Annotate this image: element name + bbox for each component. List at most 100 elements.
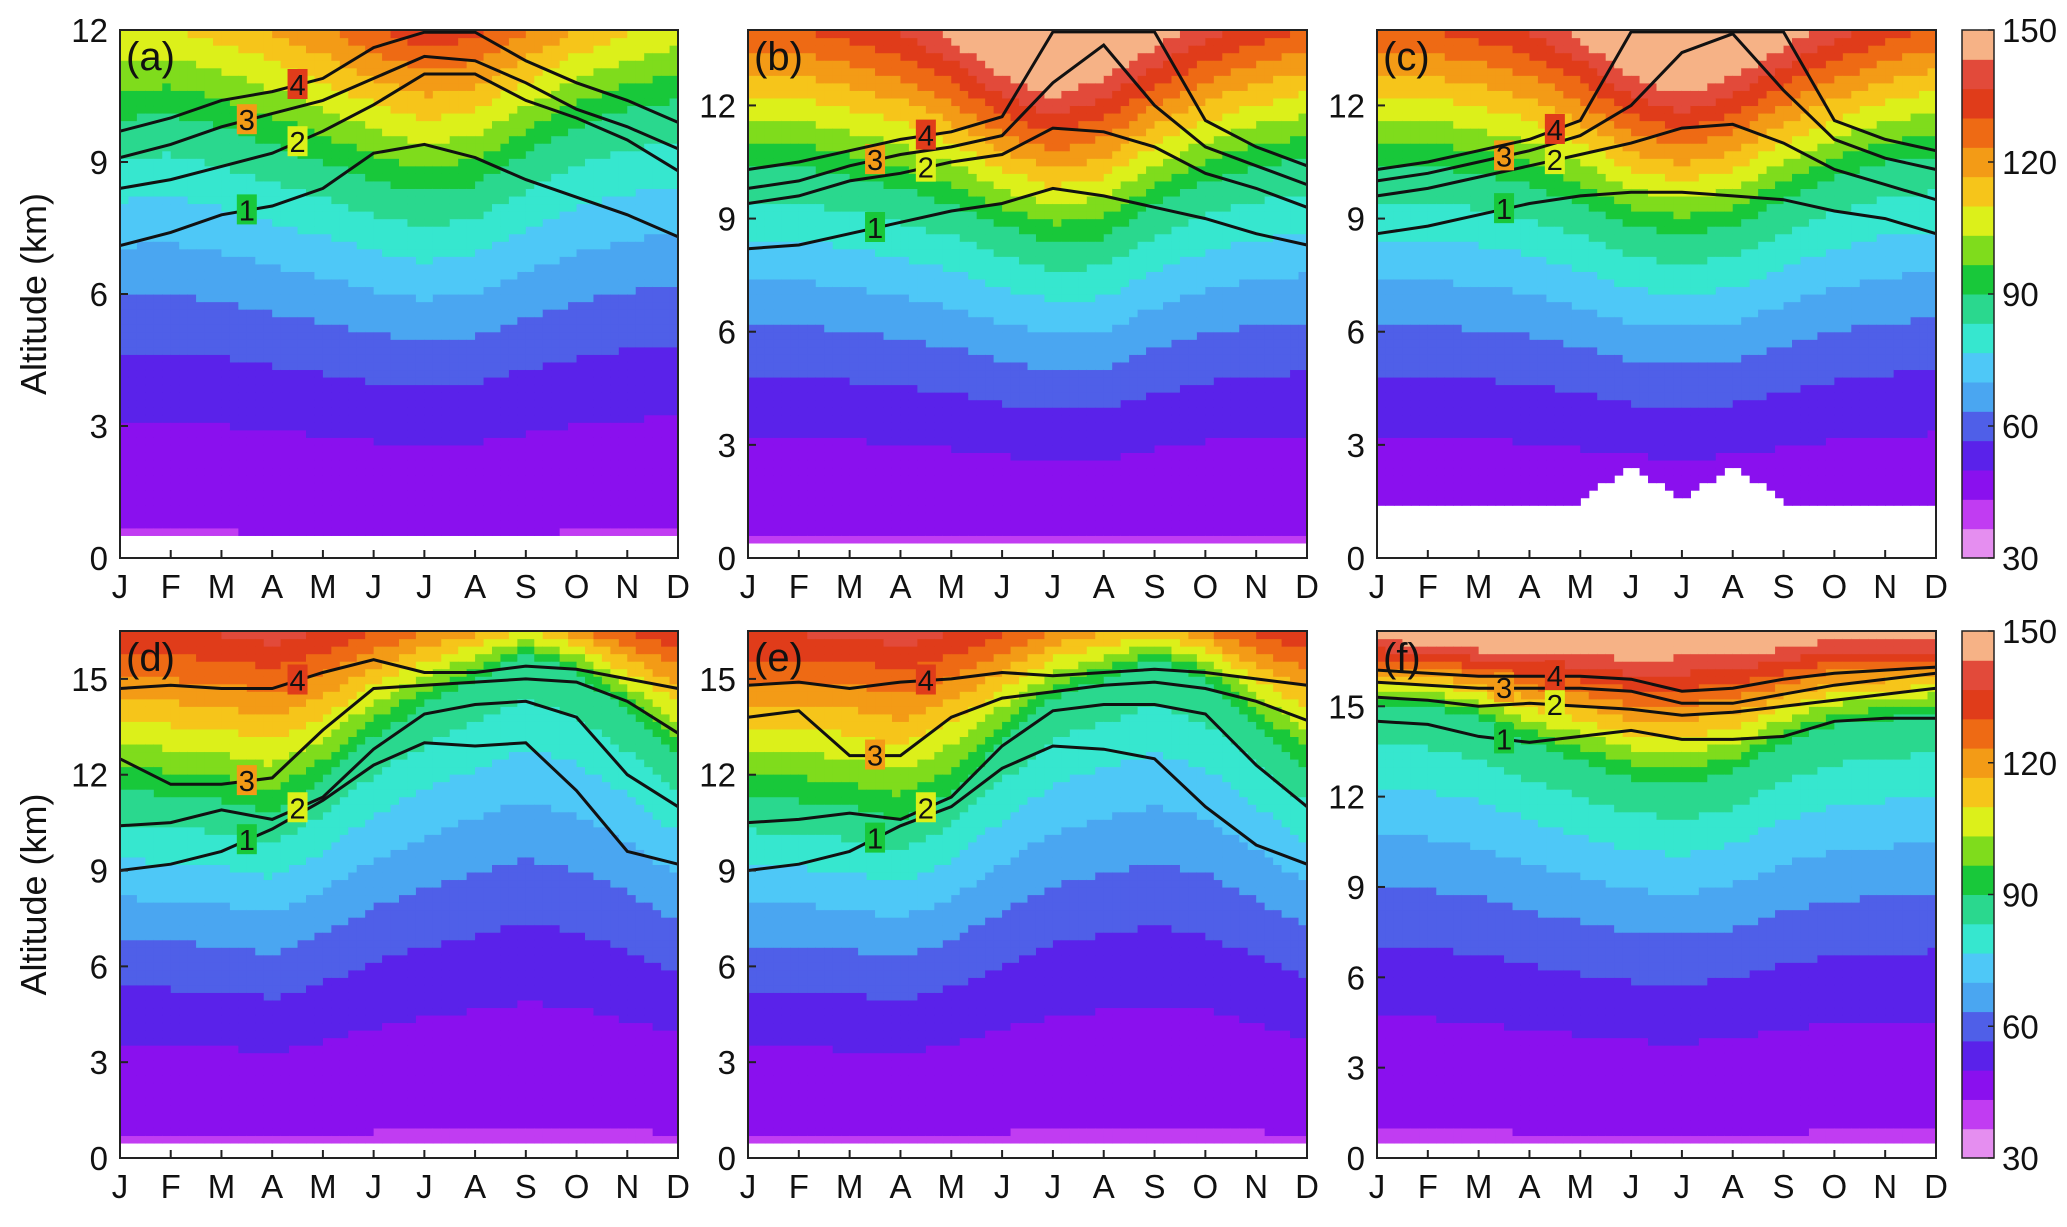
heat-cell — [281, 256, 290, 264]
heat-cell — [264, 173, 273, 181]
heat-cell — [331, 309, 340, 317]
heat-cell — [391, 309, 400, 317]
heat-cell — [196, 385, 205, 393]
heat-cell — [568, 128, 577, 136]
heat-cell — [492, 256, 501, 264]
heat-cell — [450, 377, 459, 385]
heat-cell — [526, 188, 535, 196]
heat-cell — [551, 520, 560, 528]
heat-cell — [416, 256, 425, 264]
heat-cell — [661, 166, 670, 174]
heat-cell — [306, 294, 315, 302]
heat-cell — [314, 490, 323, 498]
heat-cell — [526, 105, 535, 113]
heat-cell — [391, 105, 400, 113]
heat-cell — [765, 256, 774, 264]
heat-cell — [636, 369, 645, 377]
heat-cell — [568, 407, 577, 415]
heat-cell — [348, 136, 357, 144]
heat-cell — [407, 302, 416, 310]
heat-cell — [475, 520, 484, 528]
heat-cell — [644, 415, 653, 423]
heat-cell — [782, 475, 791, 483]
heat-cell — [517, 385, 526, 393]
heat-cell — [773, 377, 782, 385]
heat-cell — [551, 234, 560, 242]
heat-cell — [500, 226, 509, 234]
heat-cell — [773, 535, 782, 543]
heat-cell — [213, 83, 222, 91]
heat-cell — [272, 324, 281, 332]
heat-cell — [627, 249, 636, 257]
heat-cell — [653, 528, 662, 536]
heat-cell — [619, 302, 628, 310]
heat-cell — [255, 467, 264, 475]
heat-cell — [221, 385, 230, 393]
heat-cell — [213, 181, 222, 189]
heat-cell — [213, 271, 222, 279]
heat-cell — [188, 234, 197, 242]
heat-cell — [281, 347, 290, 355]
heat-cell — [382, 294, 391, 302]
heat-cell — [492, 483, 501, 491]
heat-cell — [441, 302, 450, 310]
heat-cell — [627, 437, 636, 445]
heat-cell — [255, 158, 264, 166]
heat-cell — [756, 294, 765, 302]
heat-cell — [517, 256, 526, 264]
heat-cell — [568, 286, 577, 294]
heat-cell — [331, 279, 340, 287]
heat-cell — [238, 445, 247, 453]
heat-cell — [585, 256, 594, 264]
heat-cell — [619, 188, 628, 196]
heat-cell — [137, 83, 146, 91]
heat-cell — [179, 460, 188, 468]
heat-cell — [407, 256, 416, 264]
heat-cell — [661, 83, 670, 91]
heat-cell — [441, 256, 450, 264]
heat-cell — [458, 45, 467, 53]
heat-cell — [272, 445, 281, 453]
y-tick-label: 12 — [71, 12, 108, 49]
heat-cell — [264, 188, 273, 196]
heat-cell — [391, 249, 400, 257]
heat-cell — [765, 279, 774, 287]
heat-cell — [281, 302, 290, 310]
heat-cell — [500, 415, 509, 423]
heat-cell — [314, 422, 323, 430]
heat-cell — [644, 513, 653, 521]
heat-cell — [467, 347, 476, 355]
heat-cell — [433, 354, 442, 362]
heat-cell — [782, 188, 791, 196]
heat-cell — [807, 392, 816, 400]
heat-cell — [610, 354, 619, 362]
heat-cell — [560, 339, 569, 347]
heat-cell — [526, 445, 535, 453]
heat-cell — [145, 528, 154, 536]
heat-cell — [475, 460, 484, 468]
heat-cell — [407, 407, 416, 415]
heat-cell — [128, 354, 137, 362]
heat-cell — [314, 286, 323, 294]
heat-cell — [458, 90, 467, 98]
heat-cell — [365, 452, 374, 460]
heat-cell — [441, 362, 450, 370]
heat-cell — [492, 53, 501, 61]
heat-cell — [799, 83, 808, 91]
heat-cell — [323, 60, 332, 68]
heat-cell — [433, 38, 442, 46]
heat-cell — [399, 452, 408, 460]
heat-cell — [765, 528, 774, 536]
heat-cell — [458, 467, 467, 475]
heat-cell — [627, 528, 636, 536]
heat-cell — [644, 324, 653, 332]
heat-cell — [602, 151, 611, 159]
heat-cell — [196, 483, 205, 491]
heat-cell — [782, 452, 791, 460]
heat-cell — [306, 196, 315, 204]
heat-cell — [230, 181, 239, 189]
heat-cell — [458, 377, 467, 385]
heat-cell — [517, 317, 526, 325]
heat-cell — [593, 166, 602, 174]
heat-cell — [289, 234, 298, 242]
